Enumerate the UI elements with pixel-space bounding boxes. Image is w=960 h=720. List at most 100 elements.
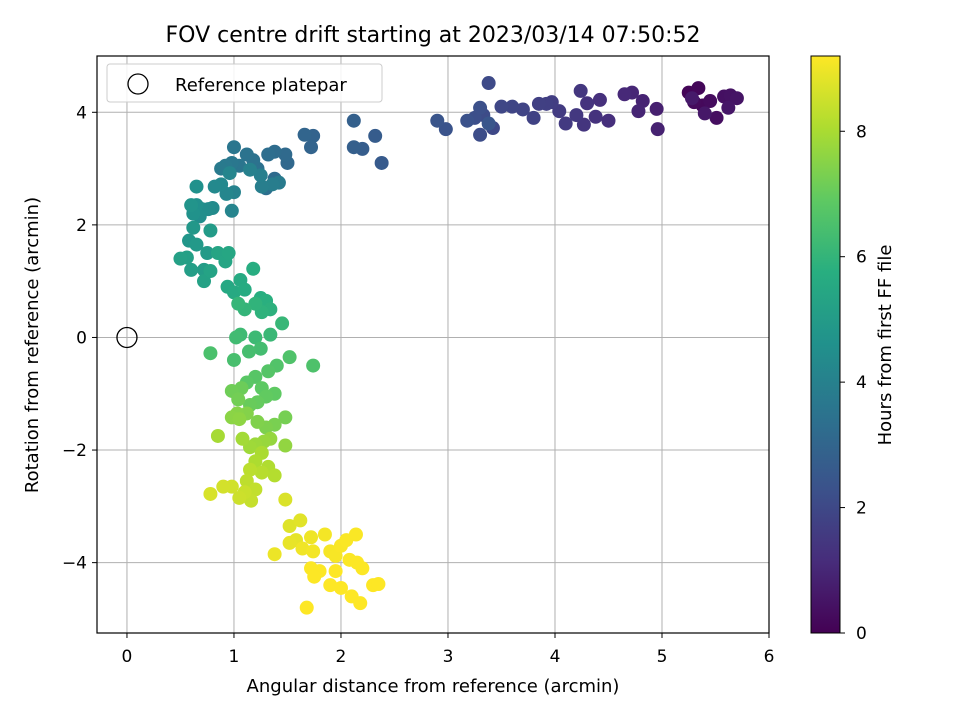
data-point	[282, 350, 297, 365]
grid-lines	[97, 56, 770, 633]
data-point	[684, 91, 699, 106]
x-axis-label: Angular distance from reference (arcmin)	[247, 676, 620, 697]
plot-frame	[96, 55, 770, 634]
colorbar-tick-label: 6	[856, 248, 867, 268]
reference-marker	[116, 326, 138, 349]
x-tick-label: 3	[443, 647, 454, 667]
x-tick-label: 2	[336, 647, 347, 667]
y-tick-label: −2	[62, 441, 87, 461]
colorbar-tick-label: 8	[856, 122, 867, 142]
colorbar-label: Hours from first FF file	[875, 245, 896, 446]
data-point	[216, 479, 231, 494]
y-tick-label: −4	[62, 554, 87, 574]
data-point	[261, 147, 276, 162]
data-point	[709, 110, 724, 125]
data-point	[371, 577, 386, 592]
x-tick-label: 4	[550, 647, 561, 667]
data-point	[235, 431, 250, 446]
data-point	[253, 168, 268, 183]
data-point	[207, 179, 222, 194]
data-point	[248, 296, 263, 311]
data-point	[248, 330, 263, 345]
data-point	[558, 116, 573, 131]
data-point	[243, 162, 258, 177]
data-point	[328, 564, 343, 579]
data-point	[569, 108, 584, 123]
data-point	[617, 87, 632, 102]
data-point	[346, 140, 361, 155]
data-point	[221, 246, 236, 261]
data-point	[317, 527, 332, 542]
data-point	[241, 344, 256, 359]
data-point	[526, 110, 541, 125]
colorbar: 0 2 4 6 8 Hours from first FF file	[810, 55, 896, 644]
data-point	[267, 468, 282, 483]
data-point	[261, 364, 276, 379]
data-point	[473, 100, 488, 115]
data-point	[232, 412, 247, 427]
data-point	[438, 122, 453, 137]
data-point	[473, 127, 488, 142]
colorbar-tick-label: 0	[856, 624, 867, 644]
reference-point	[116, 326, 138, 349]
data-point	[306, 544, 321, 559]
chart-title: FOV centre drift starting at 2023/03/14 …	[166, 23, 701, 48]
data-point	[348, 527, 363, 542]
data-point	[703, 94, 718, 109]
data-point	[531, 96, 546, 111]
data-point	[197, 274, 212, 289]
legend-entry-label: Reference platepar	[175, 75, 347, 96]
data-points	[173, 76, 744, 615]
data-point	[601, 113, 616, 128]
data-point	[267, 547, 282, 562]
data-point	[282, 535, 297, 550]
y-tick-label: 0	[76, 328, 87, 348]
data-point	[304, 140, 319, 155]
data-point	[293, 513, 308, 528]
data-point	[226, 352, 241, 367]
data-point	[278, 492, 293, 507]
data-point	[203, 264, 218, 279]
data-point	[576, 117, 591, 132]
data-point	[232, 490, 247, 505]
legend-box	[106, 63, 383, 103]
data-point	[210, 428, 225, 443]
data-point	[355, 561, 370, 576]
data-point	[307, 569, 322, 584]
data-point	[254, 179, 269, 194]
data-point	[460, 113, 475, 128]
data-point	[203, 486, 218, 501]
data-point	[346, 113, 361, 128]
data-point	[353, 596, 368, 611]
data-point	[184, 198, 199, 213]
y-axis-label: Rotation from reference (arcmin)	[22, 197, 43, 493]
data-point	[278, 147, 293, 162]
data-point	[306, 358, 321, 373]
data-point	[299, 600, 314, 615]
legend: Reference platepar	[106, 63, 383, 103]
data-point	[254, 465, 269, 480]
x-tick-label: 6	[764, 647, 775, 667]
data-point	[505, 99, 520, 114]
colorbar-gradient	[810, 55, 841, 634]
data-point	[481, 76, 496, 91]
data-point	[282, 519, 297, 534]
data-point	[189, 237, 204, 252]
data-point	[200, 246, 215, 261]
data-point	[248, 482, 263, 497]
x-tick-label: 0	[122, 647, 133, 667]
data-point	[295, 541, 310, 556]
data-point	[250, 414, 265, 429]
data-point	[222, 166, 237, 181]
data-point	[173, 251, 188, 266]
colorbar-tick-label: 4	[856, 373, 867, 393]
data-point	[239, 147, 254, 162]
x-axis-ticks: 0 1 2 3 4 5 6	[122, 633, 775, 667]
data-point	[588, 109, 603, 124]
x-tick-label: 1	[229, 647, 240, 667]
data-point	[368, 128, 383, 143]
data-point	[231, 296, 246, 311]
data-point	[239, 474, 254, 489]
data-point	[203, 223, 218, 238]
